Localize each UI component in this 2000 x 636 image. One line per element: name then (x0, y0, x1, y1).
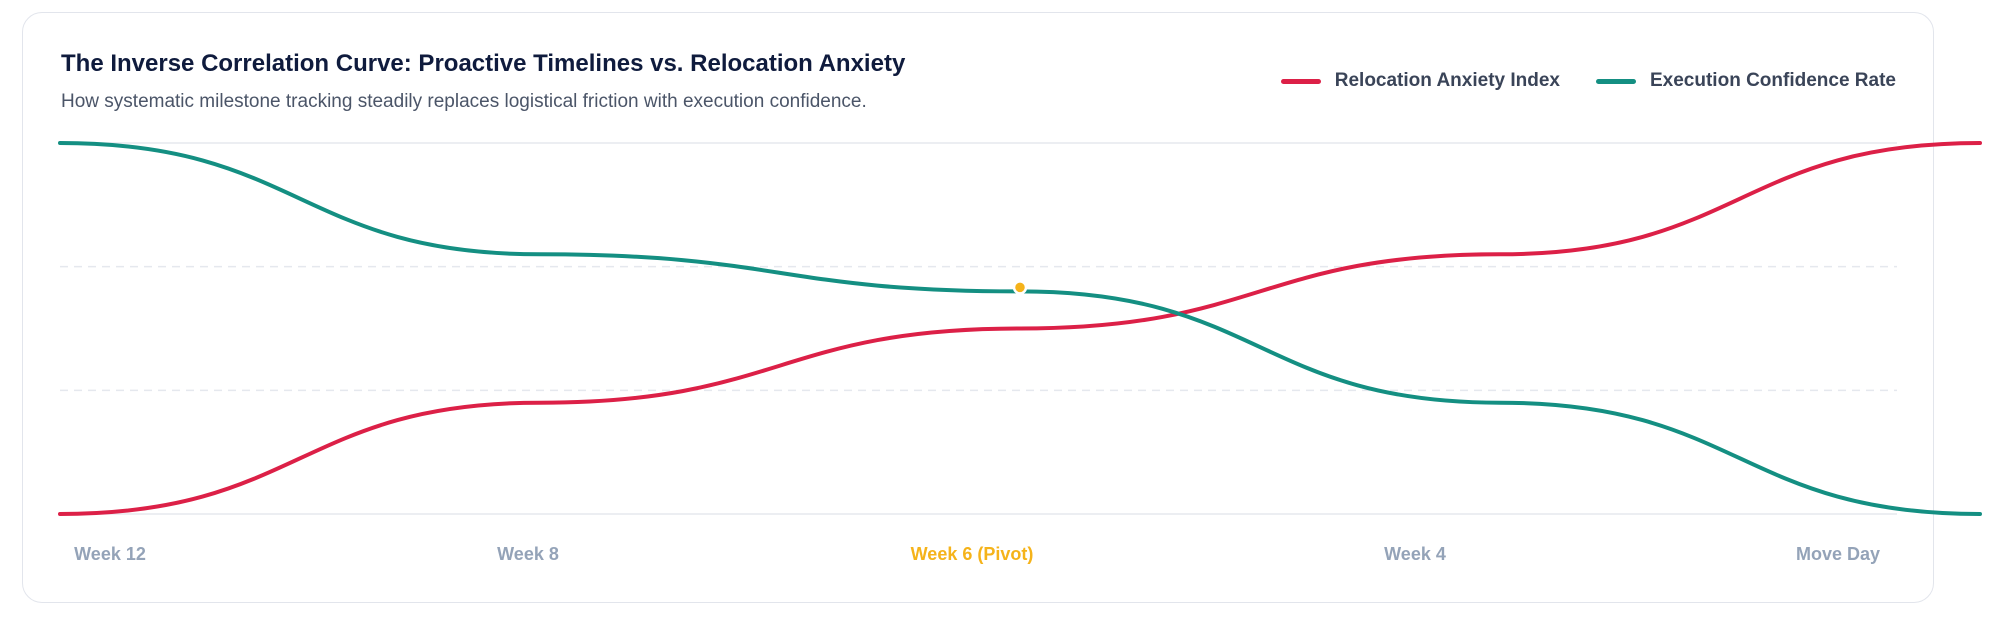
x-tick-label: Week 12 (74, 544, 146, 564)
chart-legend: Relocation Anxiety Index Execution Confi… (1280, 70, 1896, 92)
x-tick-label: Move Day (1796, 544, 1880, 564)
legend-label-confidence: Execution Confidence Rate (1650, 70, 1896, 91)
legend-label-anxiety: Relocation Anxiety Index (1334, 70, 1560, 91)
markers (1012, 280, 1028, 295)
legend-swatch-anxiety (1280, 78, 1321, 84)
x-tick-label: Week 4 (1384, 544, 1446, 564)
grid-lines (60, 142, 1897, 515)
legend-item-confidence[interactable]: Execution Confidence Rate (1596, 70, 1896, 92)
x-tick-label: Week 8 (497, 544, 559, 564)
legend-item-anxiety[interactable]: Relocation Anxiety Index (1280, 70, 1560, 92)
chart-subtitle: How systematic milestone tracking steadi… (61, 91, 867, 112)
x-axis-ticks: Week 12 Week 8 Week 6 (Pivot) Week 4 Move Da… (74, 544, 1880, 564)
chart-card (22, 12, 1934, 603)
x-tick-label: Week 6 (Pivot) (911, 544, 1034, 564)
pivot-marker[interactable] (1012, 280, 1028, 295)
series-lines (58, 141, 1982, 516)
legend-swatch-confidence (1596, 78, 1636, 84)
chart-title: The Inverse Correlation Curve: Proactive… (61, 50, 906, 77)
series-line-anxiety[interactable] (58, 141, 1982, 516)
